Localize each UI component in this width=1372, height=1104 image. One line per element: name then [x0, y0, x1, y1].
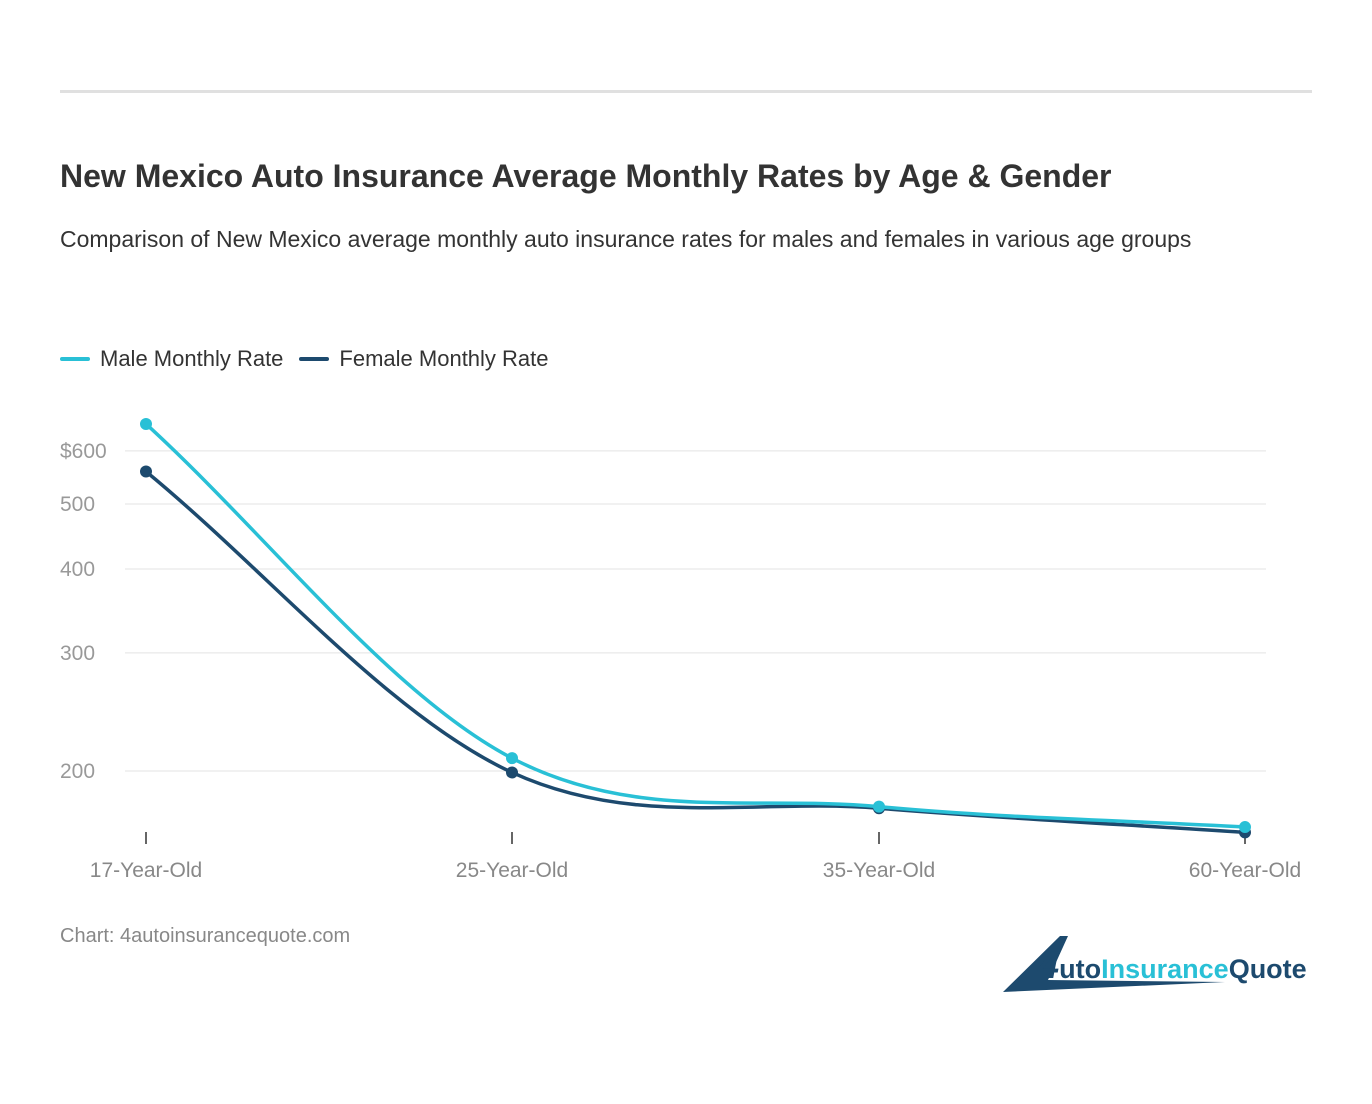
chart-title: New Mexico Auto Insurance Average Monthl… — [60, 158, 1112, 194]
y-tick-label: 500 — [60, 493, 95, 516]
chart-subtitle: Comparison of New Mexico average monthly… — [60, 226, 1192, 252]
data-point[interactable] — [506, 752, 518, 765]
series-line — [144, 422, 1246, 829]
legend-item-female[interactable]: Female Monthly Rate — [299, 346, 549, 372]
svg-text:4utoInsuranceQuote: 4utoInsuranceQuote — [1037, 945, 1307, 987]
y-tick-label: 300 — [60, 642, 95, 665]
legend-label-male: Male Monthly Rate — [100, 346, 284, 371]
top-divider — [60, 90, 1312, 93]
series-line — [144, 470, 1246, 835]
x-tick-label: 60-Year-Old — [1189, 859, 1301, 882]
y-tick-label: 400 — [60, 558, 95, 581]
data-point[interactable] — [140, 417, 152, 430]
data-point[interactable] — [1239, 821, 1251, 834]
legend: Male Monthly Rate Female Monthly Rate — [60, 346, 549, 372]
data-point[interactable] — [506, 766, 518, 779]
y-tick-label: $600 — [60, 440, 107, 463]
data-point[interactable] — [873, 800, 885, 813]
x-tick-label: 17-Year-Old — [90, 859, 202, 882]
data-point[interactable] — [140, 465, 152, 478]
logo-image: 4utoInsuranceQuote — [1003, 936, 1307, 992]
legend-swatch-male — [60, 357, 90, 361]
chart-source: Chart: 4autoinsurancequote.com — [60, 925, 351, 947]
x-tick-label: 25-Year-Old — [456, 859, 568, 882]
legend-swatch-female — [299, 357, 330, 361]
x-tick-label: 35-Year-Old — [823, 859, 935, 882]
legend-label-female: Female Monthly Rate — [339, 346, 549, 371]
legend-item-male[interactable]: Male Monthly Rate — [60, 346, 283, 372]
y-tick-label: 200 — [60, 760, 95, 783]
